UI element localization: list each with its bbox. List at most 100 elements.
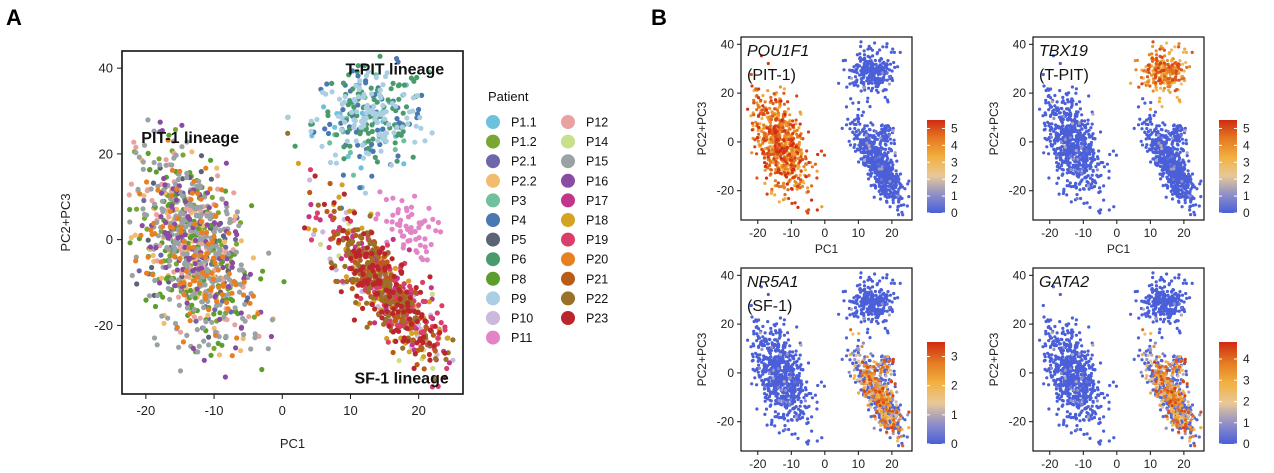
data-point — [799, 155, 803, 159]
data-point — [1061, 99, 1065, 103]
data-point — [417, 289, 424, 295]
legend-label: P17 — [586, 194, 608, 208]
data-point — [174, 186, 180, 192]
data-point — [788, 178, 792, 182]
data-point — [798, 178, 803, 182]
data-point — [159, 198, 165, 204]
data-point — [771, 101, 775, 106]
legend-label: P10 — [511, 312, 533, 326]
data-point — [155, 292, 161, 299]
data-point — [757, 96, 761, 100]
data-point — [892, 194, 896, 198]
data-point — [390, 311, 396, 317]
data-point — [369, 91, 375, 97]
data-point — [873, 157, 878, 161]
data-point — [369, 128, 375, 135]
data-point — [883, 142, 888, 146]
data-point — [331, 208, 337, 214]
data-point — [863, 155, 868, 159]
data-point — [866, 54, 870, 59]
data-point — [791, 119, 795, 123]
data-point — [891, 47, 895, 51]
data-point — [394, 158, 400, 164]
data-point — [881, 187, 885, 192]
y-axis-label: PC2+PC3 — [58, 193, 73, 251]
data-point — [377, 250, 383, 256]
data-point — [226, 271, 232, 277]
data-point — [1061, 153, 1065, 157]
data-point — [884, 192, 888, 197]
data-point — [340, 227, 346, 233]
data-point — [140, 166, 146, 172]
data-point — [192, 237, 199, 243]
data-point — [888, 160, 892, 164]
data-point — [1063, 101, 1067, 106]
data-point — [433, 228, 439, 234]
data-point — [782, 185, 787, 189]
data-point — [360, 142, 366, 148]
data-point — [226, 230, 232, 236]
data-point — [868, 105, 872, 109]
data-point — [1148, 120, 1152, 124]
data-point — [410, 154, 416, 160]
data-point — [238, 238, 244, 244]
data-point — [1153, 110, 1157, 114]
data-point — [768, 120, 773, 125]
x-tick-label: -20 — [136, 403, 155, 418]
legend-swatch — [486, 213, 500, 227]
data-point — [807, 160, 811, 165]
data-point — [899, 184, 903, 188]
data-point — [756, 128, 760, 132]
data-point — [372, 154, 378, 160]
data-point — [1056, 165, 1060, 169]
data-point — [885, 78, 889, 82]
data-point — [760, 116, 764, 121]
data-point — [176, 302, 182, 308]
data-point — [354, 113, 360, 119]
data-point — [862, 158, 867, 162]
data-point — [190, 345, 196, 351]
data-point — [229, 290, 235, 296]
data-point — [859, 44, 863, 49]
data-point — [885, 67, 889, 71]
data-point — [859, 157, 863, 161]
data-point — [1045, 145, 1049, 149]
data-point — [407, 295, 413, 301]
data-point — [217, 316, 223, 322]
data-point — [184, 273, 190, 280]
data-point — [223, 333, 229, 339]
data-point — [786, 121, 790, 125]
data-point — [806, 186, 810, 190]
data-point — [778, 85, 783, 89]
data-point — [885, 166, 889, 170]
data-point — [179, 122, 185, 128]
data-point — [348, 255, 354, 261]
data-point — [790, 148, 795, 152]
data-point — [186, 245, 192, 251]
data-point — [344, 235, 350, 241]
data-point — [408, 321, 414, 327]
data-point — [250, 255, 256, 261]
data-point — [365, 259, 371, 266]
data-point — [1043, 136, 1047, 140]
data-point — [810, 198, 814, 202]
data-point — [167, 253, 173, 259]
data-point — [879, 174, 883, 179]
data-point — [760, 108, 764, 112]
data-point — [1088, 156, 1092, 161]
data-point — [893, 154, 897, 158]
data-point — [319, 143, 325, 149]
data-point — [879, 158, 884, 162]
data-point — [249, 203, 255, 209]
data-point — [184, 332, 190, 338]
data-point — [1153, 128, 1157, 132]
panel-b-letter: B — [651, 5, 667, 30]
data-point — [886, 100, 890, 104]
data-point — [1112, 205, 1116, 209]
data-point — [126, 192, 132, 198]
data-point — [382, 116, 388, 122]
data-point — [762, 123, 766, 127]
data-point — [358, 267, 364, 273]
legend-swatch — [486, 154, 500, 169]
